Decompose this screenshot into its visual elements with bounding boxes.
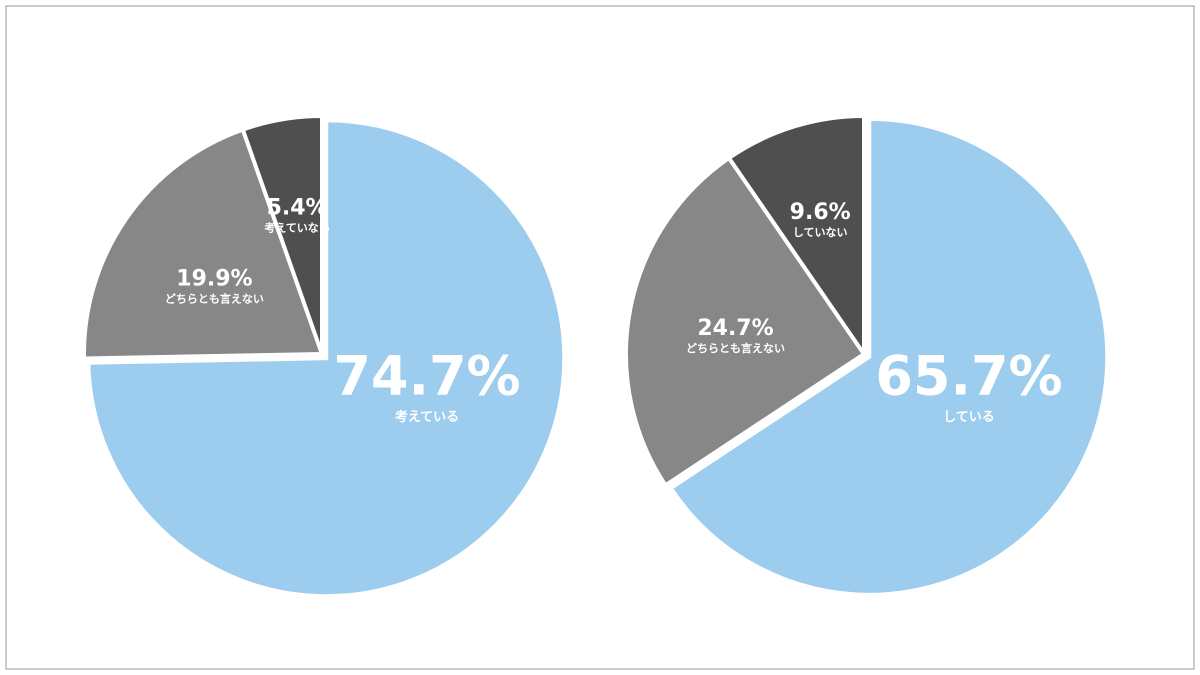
pie-slice [667,116,1110,597]
value-label: 74.7% [333,345,520,408]
value-label: 65.7% [875,345,1062,408]
category-label: 考えていない [264,221,329,235]
value-label: 24.7% [697,316,773,341]
category-label: どちらとも言えない [165,292,264,306]
category-label: している [943,410,995,425]
pie-slice [726,113,866,361]
pie-slice [624,155,867,489]
pie-slice [240,113,324,355]
pie-slice [86,118,567,599]
value-label: 9.6% [790,200,851,225]
value-label: 5.4% [267,196,328,221]
category-label: していない [793,226,848,239]
category-label: 考えている [395,409,459,425]
value-label: 19.9% [176,266,252,291]
category-label: どちらとも言えない [686,341,785,355]
